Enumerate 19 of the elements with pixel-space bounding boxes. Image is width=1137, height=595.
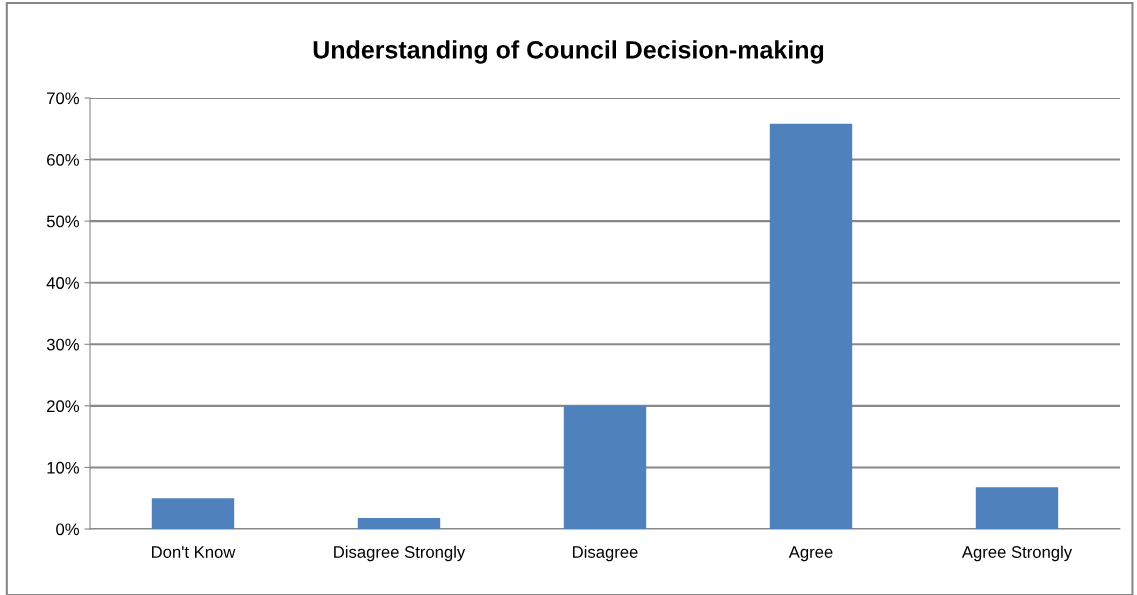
- y-tick-label: 20%: [47, 400, 79, 413]
- bar: [151, 498, 235, 529]
- x-tick-label: Agree Strongly: [961, 545, 1073, 562]
- y-tick-label: 0%: [56, 523, 79, 536]
- x-tick-label: Agree: [788, 546, 833, 562]
- bar: [769, 123, 853, 529]
- bar: [975, 487, 1059, 529]
- y-tick-label: 50%: [46, 215, 79, 228]
- y-tick-label: 10%: [47, 461, 79, 474]
- x-tick-label: Disagree Strongly: [334, 545, 466, 562]
- bar: [357, 517, 441, 529]
- bar: [563, 405, 647, 529]
- y-tick-label: 30%: [46, 338, 79, 351]
- chart-title: Understanding of Council Decision-making: [313, 40, 824, 64]
- x-tick-label: Don't Know: [152, 546, 236, 558]
- x-tick-label: Disagree: [573, 545, 638, 562]
- y-tick-label: 40%: [46, 277, 79, 289]
- y-tick-label: 70%: [47, 92, 79, 105]
- y-tick-label: 60%: [47, 153, 79, 166]
